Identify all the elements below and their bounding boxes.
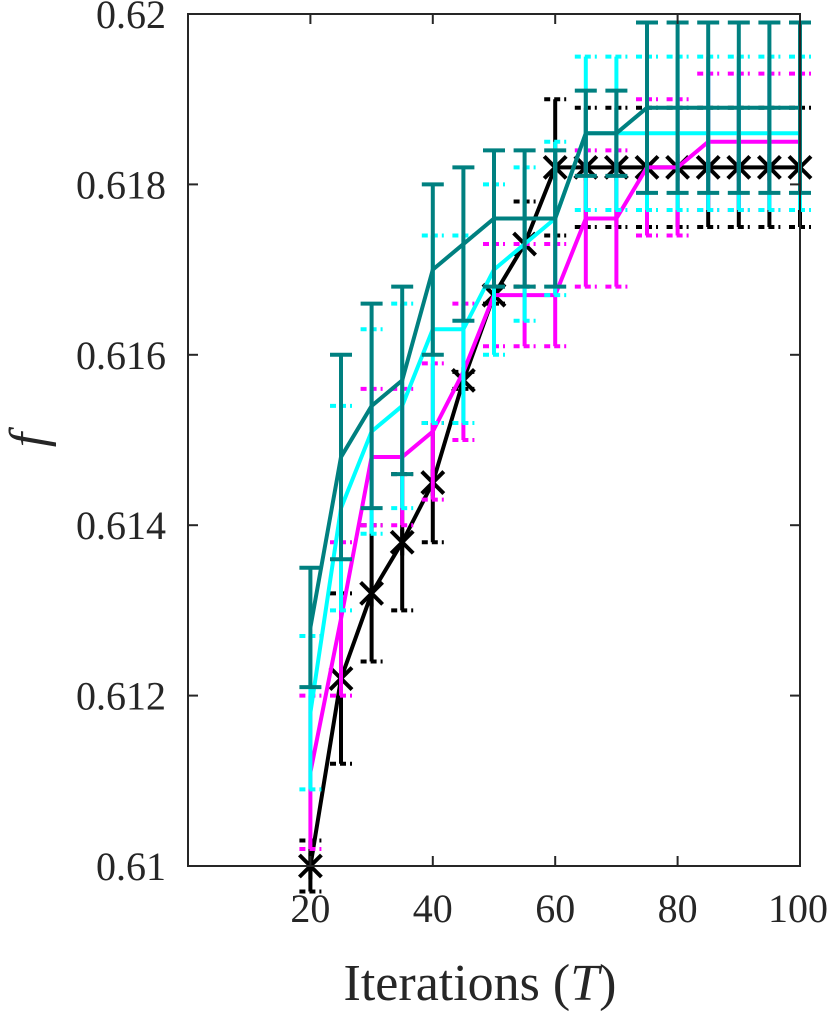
x-tick-label: 60: [535, 886, 575, 931]
data-point: [359, 580, 385, 607]
y-tick-label: 0.612: [76, 674, 166, 719]
x-axis-label: Iterations (T): [344, 955, 617, 1012]
y-tick-label: 0.614: [76, 503, 166, 548]
x-axis-label-suffix: ): [599, 955, 616, 1012]
x-tick-label: 80: [658, 886, 698, 931]
series-line: [308, 105, 800, 628]
y-axis-label: f: [0, 426, 57, 447]
x-tick-label: 20: [290, 886, 330, 931]
y-tick-label: 0.618: [76, 162, 166, 207]
y-tick-label: 0.62: [96, 0, 166, 37]
labels-layer: 20 40 60 80 100 0.61 0.612 0.614 0.616 0.618 0.62: [76, 0, 828, 931]
y-tick-label: 0.616: [76, 333, 166, 378]
plot-frame: [187, 13, 801, 867]
x-tick-label: 40: [413, 886, 453, 931]
y-tick-label: 0.61: [96, 844, 166, 889]
axes-layer: [187, 13, 801, 867]
x-axis-label-prefix: Iterations (: [344, 955, 571, 1012]
x-axis-label-var: T: [570, 955, 602, 1012]
data-point: [389, 529, 415, 556]
x-tick-label: 100: [768, 886, 828, 931]
